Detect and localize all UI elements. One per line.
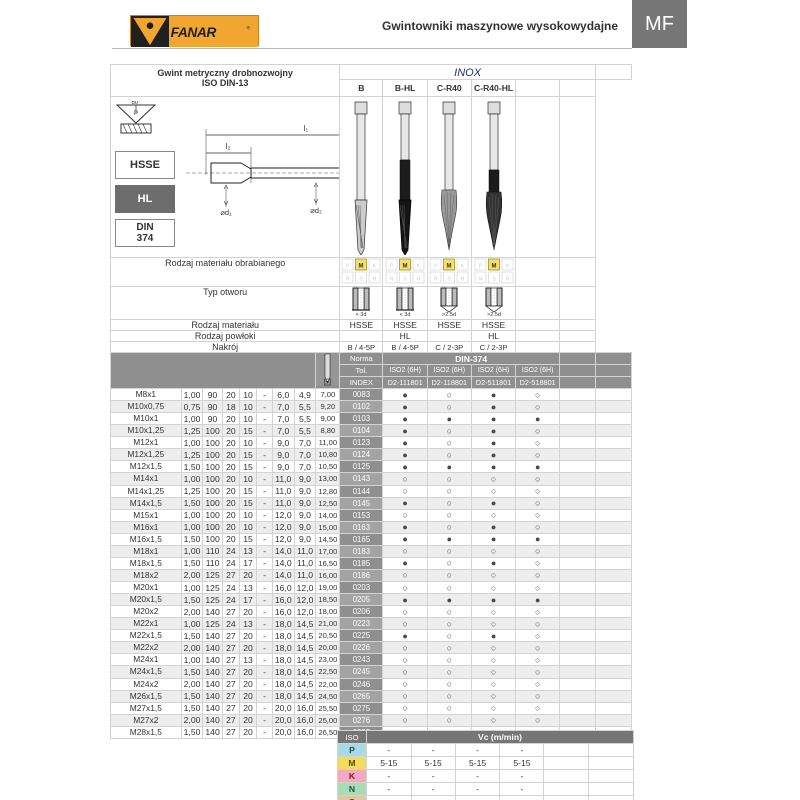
svg-text:N: N	[346, 277, 350, 283]
svg-text:>2.5d: >2.5d	[442, 312, 456, 317]
svg-text:K: K	[417, 264, 421, 270]
svg-text:S: S	[448, 277, 452, 283]
svg-text:H: H	[417, 277, 421, 283]
svg-text:M: M	[403, 264, 408, 270]
svg-text:H: H	[373, 277, 377, 283]
svg-text:N: N	[434, 277, 438, 283]
svg-text:S: S	[403, 277, 407, 283]
svg-text:K: K	[505, 264, 509, 270]
svg-text:K: K	[373, 264, 377, 270]
svg-text:H: H	[461, 277, 465, 283]
svg-text:N: N	[478, 277, 482, 283]
svg-text:⌀d₂: ⌀d₂	[310, 206, 322, 215]
svg-text:>2.5d: >2.5d	[487, 312, 501, 317]
svg-text:®: ®	[247, 24, 251, 31]
svg-text:S: S	[492, 277, 496, 283]
svg-text:FANAR: FANAR	[171, 24, 217, 39]
svg-text:M: M	[447, 264, 452, 270]
svg-text:⌀d₁: ⌀d₁	[220, 208, 232, 217]
svg-text:l₂: l₂	[226, 142, 231, 151]
svg-text:N: N	[390, 277, 394, 283]
svg-text:P: P	[478, 264, 482, 270]
svg-text:H: H	[505, 277, 509, 283]
svg-text:M: M	[359, 264, 364, 270]
svg-text:M: M	[491, 264, 496, 270]
svg-text:60°: 60°	[131, 101, 141, 106]
svg-text:P: P	[390, 264, 394, 270]
svg-text:P: P	[434, 264, 438, 270]
svg-text:K: K	[461, 264, 465, 270]
svg-text:P: P	[346, 264, 350, 270]
svg-text:< 3d: < 3d	[400, 312, 411, 317]
svg-text:< 3d: < 3d	[356, 312, 367, 317]
svg-text:l₁: l₁	[304, 124, 309, 133]
svg-text:P: P	[134, 111, 138, 117]
svg-text:S: S	[360, 277, 364, 283]
